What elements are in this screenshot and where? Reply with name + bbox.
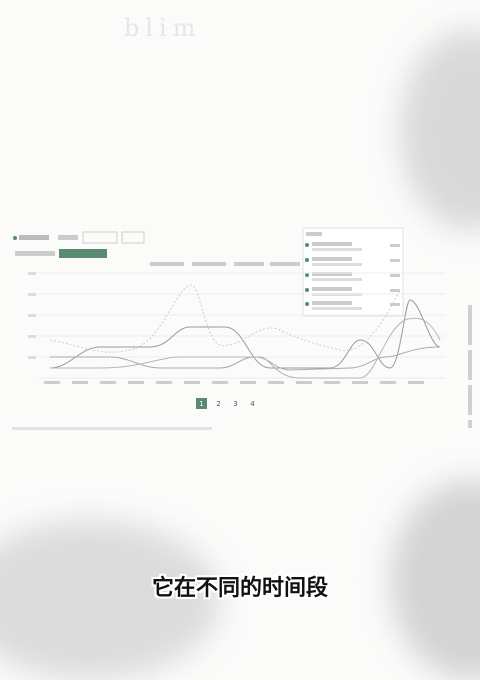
screen: {"watermark": "blim", "pagination": {"pa… [0, 14, 480, 680]
chart-panel [12, 227, 472, 430]
filter-tag[interactable] [59, 249, 107, 258]
toolbar-item [58, 235, 78, 240]
subtitle: 它在不同的时间段 [151, 576, 328, 601]
filter-label [15, 251, 55, 256]
legend [150, 262, 300, 266]
x-tick-labels [44, 381, 424, 384]
series-lines [49, 284, 441, 379]
watermark: blim [124, 14, 202, 42]
footnote [12, 427, 212, 430]
page-button[interactable]: 2 [216, 399, 221, 408]
button[interactable] [82, 231, 118, 244]
radio[interactable] [13, 236, 17, 240]
pagination: 1 2 3 4 [196, 398, 258, 409]
y-tick-labels [28, 272, 36, 359]
page-button[interactable]: 1 [196, 398, 207, 409]
grid [38, 272, 445, 379]
page-button[interactable]: 4 [250, 399, 255, 408]
toolbar-item [19, 235, 49, 240]
side-menu [468, 305, 472, 428]
page-button[interactable]: 3 [233, 399, 238, 408]
button[interactable] [121, 231, 145, 244]
